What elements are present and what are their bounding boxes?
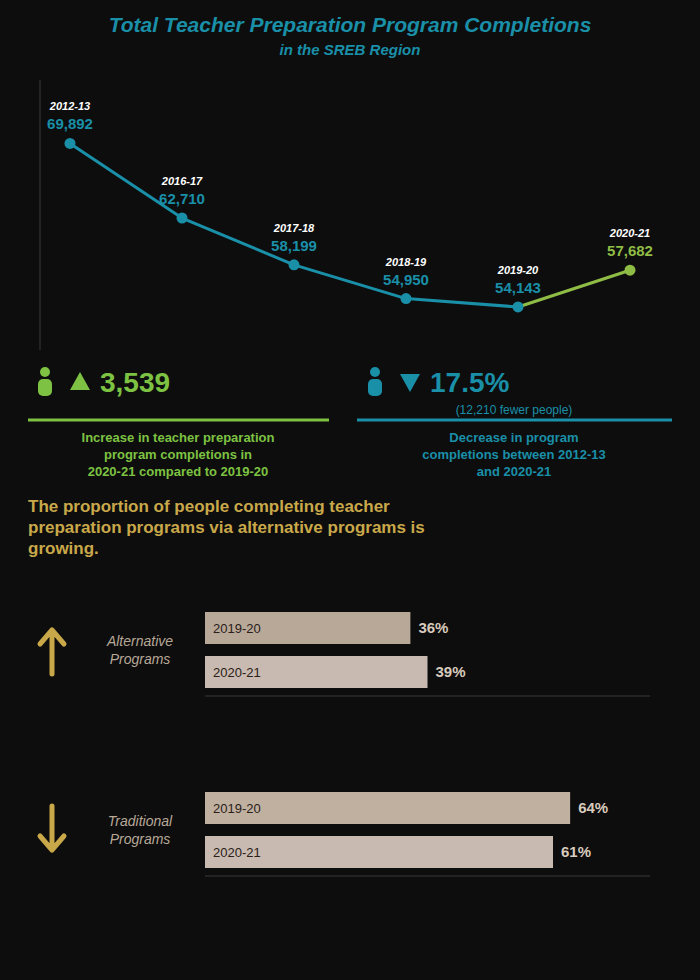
stat-rule bbox=[357, 419, 672, 422]
bar bbox=[205, 792, 570, 824]
category-label: 2012-13 bbox=[49, 100, 90, 112]
category-label: 2020-21 bbox=[609, 227, 650, 239]
up-arrow bbox=[40, 630, 64, 674]
data-label: 57,682 bbox=[607, 242, 653, 259]
category-label: 2019-20 bbox=[213, 621, 261, 636]
data-label: 61% bbox=[561, 843, 591, 860]
infographic: Total Teacher Preparation Program Comple… bbox=[0, 0, 700, 980]
stat-description: Increase in teacher preparation program c… bbox=[82, 430, 275, 479]
icon-body bbox=[368, 379, 382, 396]
category-label: 2018-19 bbox=[385, 256, 427, 268]
person-icon bbox=[38, 367, 52, 396]
category-label: 2019-20 bbox=[497, 264, 539, 276]
line-point bbox=[65, 138, 76, 149]
text-line: program completions in bbox=[104, 447, 252, 462]
data-label: 54,143 bbox=[495, 279, 541, 296]
icon-head bbox=[370, 367, 380, 377]
x-axis-line bbox=[205, 876, 650, 877]
down-arrow bbox=[40, 806, 64, 850]
data-label: 69,892 bbox=[47, 115, 93, 132]
up-triangle bbox=[70, 372, 90, 390]
stat-number: 17.5% bbox=[430, 367, 509, 398]
text-line: Alternative bbox=[106, 633, 173, 649]
line-point bbox=[513, 301, 524, 312]
text-line: preparation programs via alternative pro… bbox=[28, 518, 425, 537]
bar bbox=[205, 612, 410, 644]
down-triangle bbox=[400, 374, 420, 392]
category-label: 2017-18 bbox=[273, 222, 315, 234]
stat-rule bbox=[28, 419, 329, 422]
bar-group-title: Traditional Programs bbox=[108, 813, 173, 847]
data-label: 39% bbox=[436, 663, 466, 680]
bar bbox=[205, 656, 428, 688]
line-segment bbox=[406, 299, 518, 307]
y-axis-line bbox=[40, 80, 41, 350]
data-label: 36% bbox=[418, 619, 448, 636]
data-label: 58,199 bbox=[271, 237, 317, 254]
bar-group-title: Alternative Programs bbox=[106, 633, 173, 667]
line-point bbox=[289, 259, 300, 270]
text-line: Programs bbox=[110, 651, 171, 667]
icon-head bbox=[40, 367, 50, 377]
category-label: 2019-20 bbox=[213, 801, 261, 816]
stat-number: 3,539 bbox=[100, 367, 170, 398]
stat-subtext: (12,210 fewer people) bbox=[456, 403, 573, 417]
x-axis-line bbox=[205, 696, 650, 697]
text-line: completions between 2012-13 bbox=[422, 447, 606, 462]
icon-body bbox=[38, 379, 52, 396]
text-line: The proportion of people completing teac… bbox=[28, 497, 390, 516]
text-line: 2020-21 compared to 2019-20 bbox=[88, 464, 269, 479]
text-line: and 2020-21 bbox=[477, 464, 551, 479]
stat-description: Decrease in program completions between 2… bbox=[422, 430, 606, 479]
category-label: 2020-21 bbox=[213, 665, 261, 680]
category-label: 2016-17 bbox=[161, 175, 203, 187]
line-point bbox=[625, 265, 636, 276]
text-line: Decrease in program bbox=[449, 430, 578, 445]
person-icon bbox=[368, 367, 382, 396]
bar bbox=[205, 836, 553, 868]
line-point bbox=[177, 213, 188, 224]
line-point bbox=[401, 293, 412, 304]
data-label: 64% bbox=[578, 799, 608, 816]
category-label: 2020-21 bbox=[213, 845, 261, 860]
bar-area bbox=[205, 792, 570, 868]
data-label: 62,710 bbox=[159, 190, 205, 207]
text-line: growing. bbox=[28, 539, 99, 558]
section-heading: The proportion of people completing teac… bbox=[28, 497, 425, 558]
text-line: Traditional bbox=[108, 813, 173, 829]
chart-subtitle: in the SREB Region bbox=[280, 41, 421, 58]
text-line: Programs bbox=[110, 831, 171, 847]
data-label: 54,950 bbox=[383, 271, 429, 288]
background bbox=[0, 0, 700, 980]
text-line: Increase in teacher preparation bbox=[82, 430, 275, 445]
plot-area bbox=[65, 138, 636, 313]
bar-area bbox=[205, 612, 428, 688]
chart-title: Total Teacher Preparation Program Comple… bbox=[109, 13, 592, 36]
